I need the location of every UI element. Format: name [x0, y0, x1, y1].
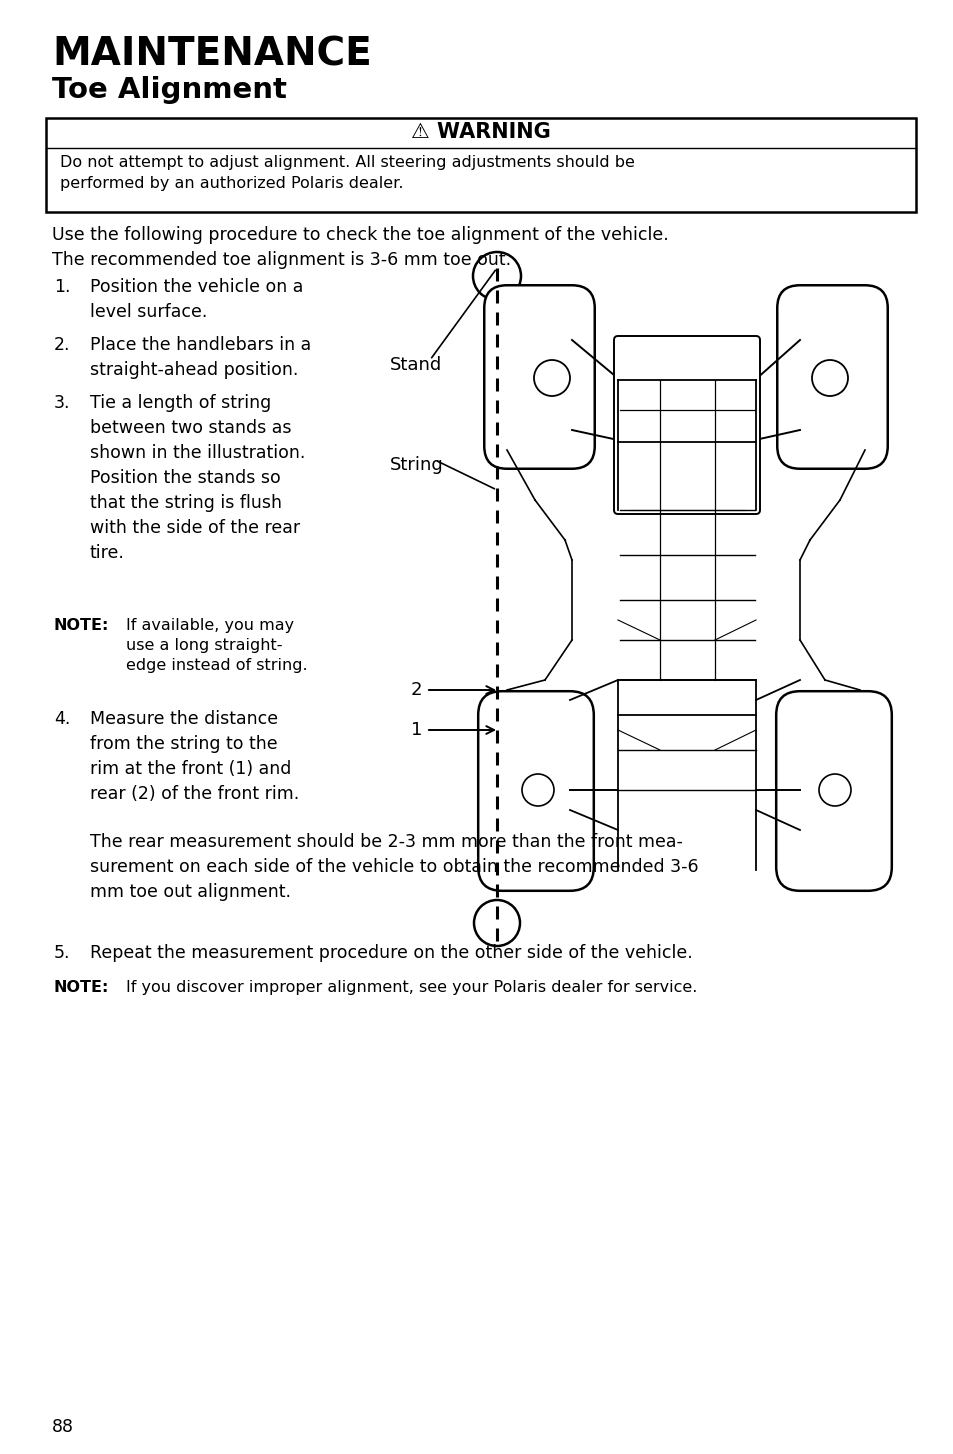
- Text: String: String: [390, 457, 443, 474]
- Text: Tie a length of string
between two stands as
shown in the illustration.
Position: Tie a length of string between two stand…: [90, 394, 305, 563]
- Text: Measure the distance
from the string to the
rim at the front (1) and
rear (2) of: Measure the distance from the string to …: [90, 710, 299, 803]
- Text: Use the following procedure to check the toe alignment of the vehicle.
The recom: Use the following procedure to check the…: [52, 225, 668, 269]
- Text: NOTE:: NOTE:: [54, 618, 110, 632]
- FancyBboxPatch shape: [484, 285, 594, 468]
- Text: Toe Alignment: Toe Alignment: [52, 76, 287, 105]
- Text: Position the vehicle on a
level surface.: Position the vehicle on a level surface.: [90, 278, 303, 321]
- Text: NOTE:: NOTE:: [54, 980, 110, 995]
- Text: MAINTENANCE: MAINTENANCE: [52, 35, 372, 73]
- Text: Repeat the measurement procedure on the other side of the vehicle.: Repeat the measurement procedure on the …: [90, 944, 692, 963]
- Text: 4.: 4.: [54, 710, 71, 728]
- Bar: [46, 118, 915, 212]
- Text: ⚠ WARNING: ⚠ WARNING: [411, 122, 550, 142]
- Text: 1.: 1.: [54, 278, 71, 297]
- Text: 2: 2: [410, 680, 421, 699]
- FancyBboxPatch shape: [614, 336, 760, 515]
- FancyBboxPatch shape: [777, 285, 887, 468]
- FancyBboxPatch shape: [776, 691, 891, 891]
- Text: 88: 88: [52, 1418, 74, 1437]
- Text: The rear measurement should be 2-3 mm more than the front mea-
surement on each : The rear measurement should be 2-3 mm mo…: [90, 833, 698, 901]
- Text: If you discover improper alignment, see your Polaris dealer for service.: If you discover improper alignment, see …: [126, 980, 697, 995]
- Text: 5.: 5.: [54, 944, 71, 963]
- Text: Stand: Stand: [390, 356, 442, 374]
- Text: Place the handlebars in a
straight-ahead position.: Place the handlebars in a straight-ahead…: [90, 336, 311, 379]
- Text: 3.: 3.: [54, 394, 71, 411]
- Text: Do not attempt to adjust alignment. All steering adjustments should be
performed: Do not attempt to adjust alignment. All …: [60, 156, 634, 190]
- Text: If available, you may
use a long straight-
edge instead of string.: If available, you may use a long straigh…: [126, 618, 307, 673]
- FancyBboxPatch shape: [477, 691, 593, 891]
- Text: 2.: 2.: [54, 336, 71, 353]
- Text: 1: 1: [410, 721, 421, 739]
